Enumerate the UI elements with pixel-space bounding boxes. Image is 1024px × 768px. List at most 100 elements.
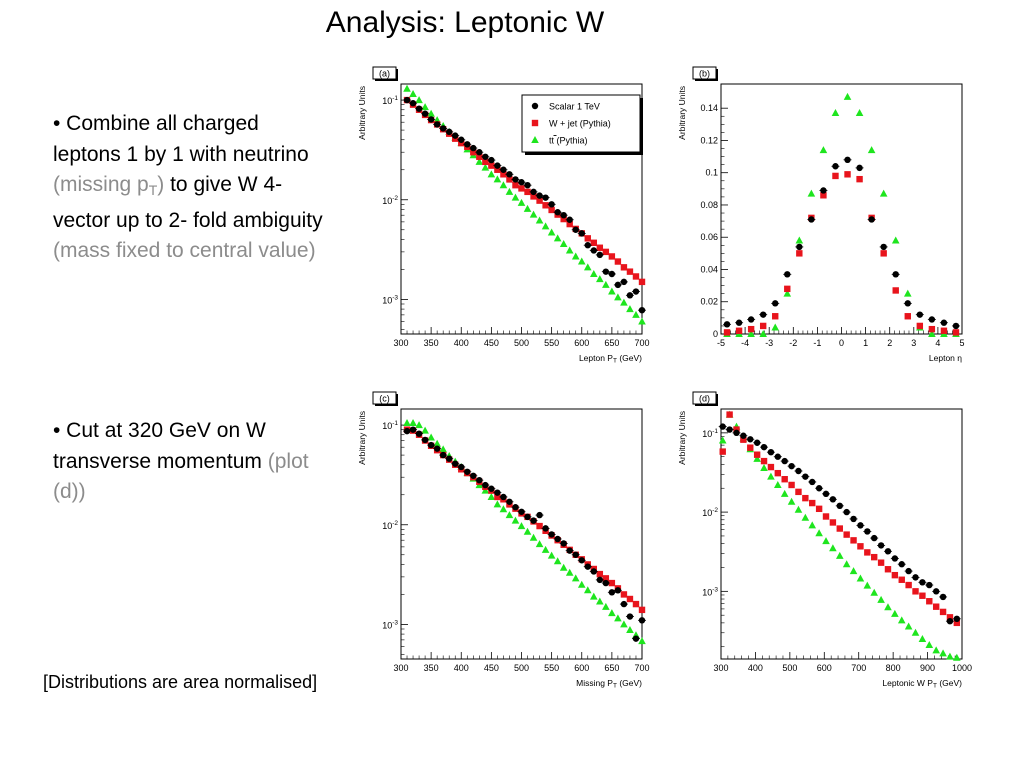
point-scalar bbox=[760, 443, 768, 451]
point-wjet bbox=[844, 171, 851, 178]
point-wjet bbox=[494, 166, 501, 173]
x-tick-label: 650 bbox=[604, 338, 619, 348]
point-ttbar bbox=[843, 92, 852, 100]
point-scalar bbox=[439, 125, 447, 132]
bullet-2-grey: (plot (d)) bbox=[53, 449, 309, 504]
point-wjet bbox=[753, 451, 761, 458]
point-ttbar bbox=[535, 540, 544, 548]
panel-label-d: (d) bbox=[692, 391, 718, 406]
panel-label-box bbox=[372, 391, 397, 405]
x-axis-label: Lepton η bbox=[929, 353, 962, 363]
point-ttbar bbox=[819, 146, 828, 154]
point-scalar bbox=[626, 613, 634, 620]
point-scalar bbox=[891, 555, 899, 562]
point-wjet bbox=[524, 188, 531, 196]
bullet-combine-leptons: • Combine all charged leptons 1 by 1 wit… bbox=[53, 109, 323, 267]
point-scalar bbox=[638, 306, 646, 314]
point-wjet bbox=[822, 513, 830, 520]
plot-c: (c) 300 350 400 450 500 550 600 650 700 10-1 10-2 10… bbox=[348, 389, 658, 699]
point-wjet bbox=[772, 313, 779, 320]
point-scalar bbox=[470, 144, 477, 152]
point-wjet bbox=[506, 176, 513, 183]
point-scalar bbox=[524, 513, 531, 521]
point-wjet bbox=[482, 158, 489, 166]
x-tick-label: 500 bbox=[514, 663, 529, 673]
point-scalar bbox=[590, 568, 597, 575]
point-ttbar bbox=[842, 560, 851, 568]
point-wjet bbox=[850, 537, 857, 544]
point-ttbar bbox=[897, 616, 906, 624]
point-ttbar bbox=[771, 323, 780, 331]
point-scalar bbox=[500, 166, 507, 173]
pt-subscript: T bbox=[148, 182, 158, 198]
point-ttbar bbox=[783, 289, 792, 297]
point-wjet bbox=[590, 239, 597, 246]
y-tick-label: 10-1 bbox=[382, 420, 398, 431]
x-tick-label: -1 bbox=[813, 338, 821, 348]
point-scalar bbox=[512, 176, 519, 183]
point-ttbar bbox=[541, 545, 550, 553]
point-ttbar bbox=[571, 252, 580, 260]
x-tick-label: 1 bbox=[863, 338, 868, 348]
point-wjet bbox=[632, 600, 640, 608]
point-wjet bbox=[638, 278, 646, 286]
point-ttbar bbox=[939, 649, 947, 657]
point-scalar bbox=[403, 96, 411, 104]
x-tick-label: 600 bbox=[574, 338, 589, 348]
point-ttbar bbox=[565, 246, 574, 254]
panel-label-c: (c) bbox=[372, 391, 398, 406]
point-scalar bbox=[905, 567, 912, 575]
x-tick-label: 300 bbox=[393, 663, 408, 673]
point-scalar bbox=[946, 617, 954, 625]
point-ttbar bbox=[863, 581, 872, 589]
point-scalar bbox=[774, 453, 782, 460]
y-tick-label: 0.04 bbox=[700, 264, 718, 274]
point-wjet bbox=[566, 220, 573, 228]
point-ttbar bbox=[517, 198, 526, 206]
point-scalar bbox=[458, 463, 465, 471]
point-scalar bbox=[809, 478, 816, 486]
bullet-1-text-b: to give W 4-vector up to 2- fold ambigui… bbox=[53, 173, 323, 232]
point-scalar bbox=[884, 548, 892, 555]
point-scalar bbox=[795, 467, 802, 475]
point-ttbar bbox=[529, 533, 538, 541]
point-wjet bbox=[905, 581, 912, 589]
point-ttbar bbox=[505, 511, 514, 519]
point-scalar bbox=[820, 187, 827, 194]
point-scalar bbox=[446, 128, 453, 136]
point-ttbar bbox=[856, 574, 865, 582]
x-tick-label: 350 bbox=[424, 338, 439, 348]
point-wjet bbox=[952, 329, 960, 336]
panel-label-a: (a) bbox=[372, 66, 398, 81]
point-wjet bbox=[626, 595, 634, 603]
point-scalar bbox=[850, 515, 857, 523]
point-scalar bbox=[415, 430, 423, 437]
panel-label-text: (d) bbox=[699, 394, 710, 404]
point-wjet bbox=[928, 325, 936, 333]
point-wjet bbox=[726, 411, 733, 418]
point-ttbar bbox=[718, 436, 727, 444]
point-scalar bbox=[726, 426, 733, 433]
point-scalar bbox=[548, 201, 555, 208]
point-wjet bbox=[733, 426, 740, 433]
point-wjet bbox=[584, 235, 591, 242]
point-scalar bbox=[719, 423, 726, 430]
point-ttbar bbox=[602, 280, 610, 288]
point-scalar bbox=[427, 441, 435, 449]
point-scalar bbox=[464, 141, 471, 148]
point-ttbar bbox=[481, 163, 490, 171]
panel-label-text: (b) bbox=[699, 69, 710, 79]
point-scalar bbox=[542, 194, 549, 201]
point-wjet bbox=[512, 181, 519, 189]
point-wjet bbox=[891, 571, 899, 579]
point-ttbar bbox=[415, 96, 423, 104]
point-scalar bbox=[560, 540, 567, 547]
point-wjet bbox=[760, 457, 768, 465]
point-wjet bbox=[919, 592, 926, 599]
point-scalar bbox=[578, 230, 585, 237]
plot-a: (a) 300 350 400 450 500 550 600 650 700 10-1 10-2 10… bbox=[348, 64, 658, 374]
panel-label-box bbox=[692, 66, 717, 80]
plot-frame bbox=[720, 408, 963, 660]
point-ttbar bbox=[831, 109, 840, 117]
point-scalar bbox=[832, 163, 839, 170]
